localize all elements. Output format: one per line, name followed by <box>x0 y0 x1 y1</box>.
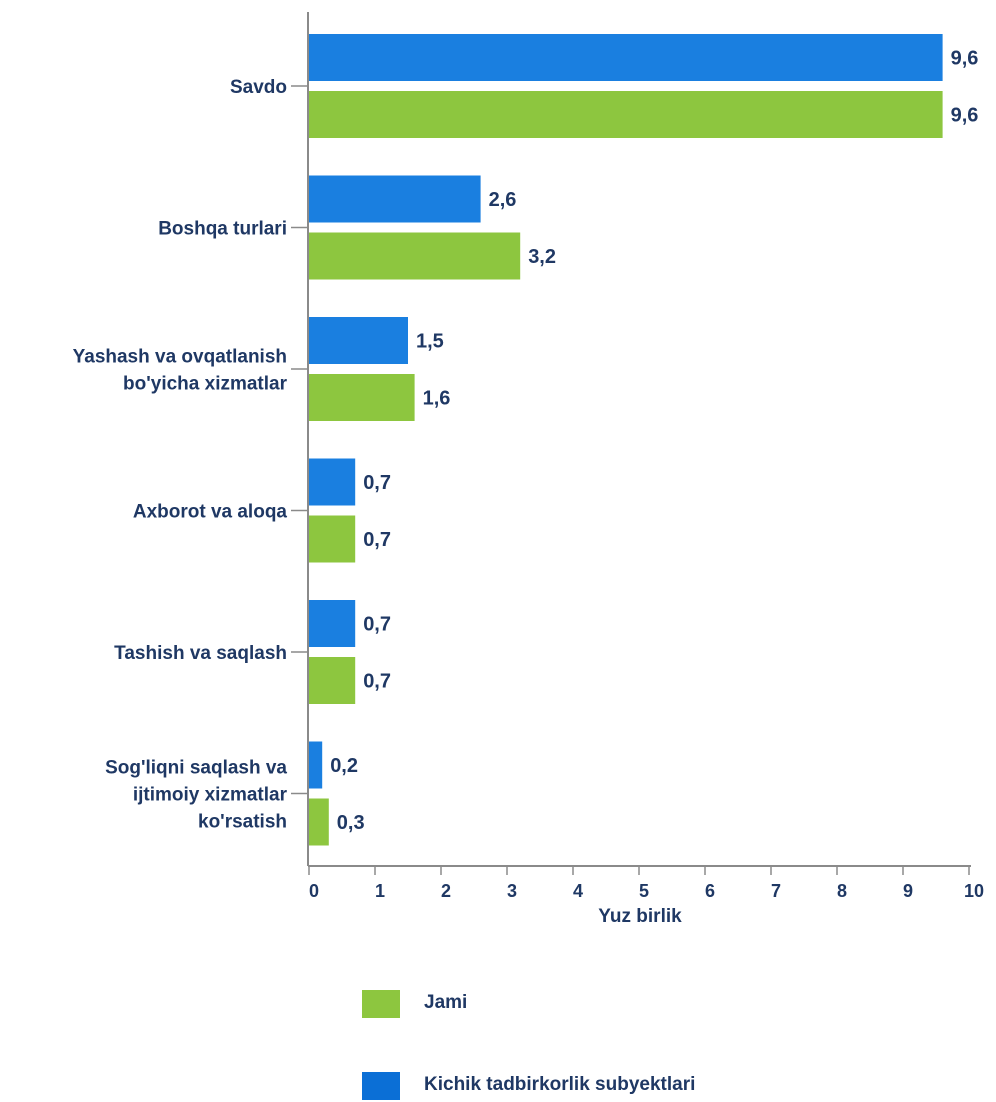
data-label-kichik-3: 0,7 <box>363 472 391 494</box>
data-label-jami-3: 0,7 <box>363 529 391 551</box>
data-label-kichik-0: 9,6 <box>951 48 979 70</box>
legend-label-kichik: Kichik tadbirkorlik subyektlari <box>424 1074 696 1095</box>
bar-kichik-2 <box>309 317 408 364</box>
x-tick-label-9: 9 <box>903 881 913 901</box>
bar-kichik-3 <box>309 458 356 506</box>
category-label-4-0: Tashish va saqlash <box>114 643 287 664</box>
bar-jami-5 <box>309 798 329 846</box>
category-label-0-0: Savdo <box>230 77 287 98</box>
bar-jami-1 <box>309 232 521 280</box>
category-label-2-0: Yashash va ovqatlanish <box>73 347 287 368</box>
chart-svg: 9,6 9,6 Savdo 2,6 3,2 Boshqa turlari 1,5 1,6 Yas… <box>73 12 984 927</box>
category-label-5-2: ko'rsatish <box>198 812 287 833</box>
data-label-kichik-2: 1,5 <box>416 331 444 353</box>
bar-kichik-1 <box>309 175 481 223</box>
data-label-jami-5: 0,3 <box>337 812 365 834</box>
data-label-jami-1: 3,2 <box>528 246 556 268</box>
x-tick-label-6: 6 <box>705 881 715 901</box>
legend-swatch-jami <box>362 990 400 1018</box>
x-tick-label-10: 10 <box>964 881 984 901</box>
category-label-3-0: Axborot va aloqa <box>133 502 288 523</box>
data-label-kichik-5: 0,2 <box>330 755 358 777</box>
x-tick-label-7: 7 <box>771 881 781 901</box>
category-label-5-1: ijtimoiy xizmatlar <box>133 785 288 806</box>
bar-kichik-0 <box>309 34 943 81</box>
category-label-5-0: Sog'liqni saqlash va <box>105 758 287 779</box>
x-axis-title: Yuz birlik <box>598 906 682 927</box>
x-tick-label-0: 0 <box>309 881 319 901</box>
legend-label-jami: Jami <box>424 992 468 1013</box>
category-label-2-1: bo'yicha xizmatlar <box>123 374 288 395</box>
x-tick-label-5: 5 <box>639 881 649 901</box>
x-tick-label-4: 4 <box>573 881 583 901</box>
data-label-kichik-1: 2,6 <box>489 189 517 211</box>
data-label-jami-4: 0,7 <box>363 671 391 693</box>
x-tick-label-3: 3 <box>507 881 517 901</box>
data-label-jami-0: 9,6 <box>951 105 979 127</box>
legend-swatch-kichik <box>362 1072 400 1100</box>
bar-jami-0 <box>309 91 943 138</box>
bar-jami-3 <box>309 515 356 563</box>
x-tick-label-2: 2 <box>441 881 451 901</box>
bar-kichik-5 <box>309 741 323 789</box>
x-tick-label-8: 8 <box>837 881 847 901</box>
bar-jami-2 <box>309 374 415 421</box>
data-label-jami-2: 1,6 <box>423 388 451 410</box>
category-label-1-0: Boshqa turlari <box>158 219 287 240</box>
x-tick-label-1: 1 <box>375 881 385 901</box>
data-label-kichik-4: 0,7 <box>363 614 391 636</box>
bar-kichik-4 <box>309 600 356 647</box>
bar-jami-4 <box>309 657 356 704</box>
